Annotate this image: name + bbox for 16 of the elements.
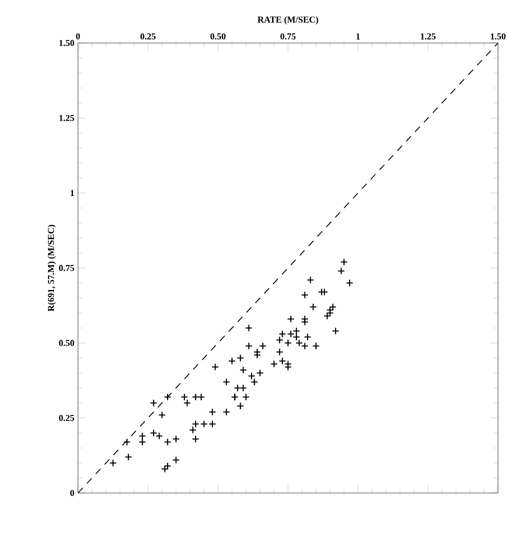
x-tick-label: 0.75 xyxy=(280,33,296,40)
x-tick-label: 0.50 xyxy=(210,33,226,40)
y-tick-label: 0.75 xyxy=(59,264,74,272)
x-tick-label: 1 xyxy=(356,34,360,40)
x-tick-label: 0 xyxy=(76,33,80,40)
y-axis-title: R(691, 57.M) (M/SEC) xyxy=(48,224,56,312)
x-tick-label: 0.25 xyxy=(140,33,156,40)
x-tick-label: 1.25 xyxy=(420,33,436,40)
y-tick-label: 0.50 xyxy=(59,340,74,346)
y-tick-label: 1 xyxy=(70,190,74,196)
y-tick-label: 0 xyxy=(70,490,74,496)
y-tick-label: 0.25 xyxy=(59,414,74,422)
y-tick-label: 1.25 xyxy=(59,114,74,122)
x-axis-title: RATE (M/SEC) xyxy=(258,16,318,24)
x-tick-label: 1.50 xyxy=(490,33,506,40)
y-tick-label: 1.50 xyxy=(59,40,74,46)
